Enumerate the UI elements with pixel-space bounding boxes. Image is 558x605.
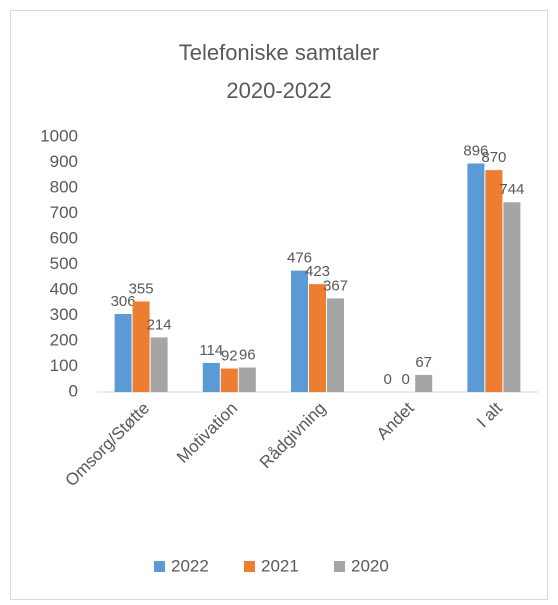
legend-label: 2022 bbox=[171, 556, 209, 575]
bar bbox=[503, 202, 521, 392]
y-tick-label: 100 bbox=[50, 356, 78, 375]
data-label: 367 bbox=[323, 277, 348, 294]
bar bbox=[114, 313, 132, 392]
chart-title: Telefoniske samtaler bbox=[179, 40, 380, 65]
bar bbox=[467, 163, 485, 392]
bar bbox=[132, 301, 150, 392]
bar bbox=[220, 368, 238, 392]
bar bbox=[327, 298, 344, 392]
chart-border bbox=[10, 10, 548, 600]
y-tick-label: 200 bbox=[50, 330, 78, 349]
y-tick-label: 400 bbox=[50, 279, 78, 298]
data-label: 67 bbox=[415, 354, 432, 371]
data-label: 0 bbox=[402, 371, 410, 388]
y-tick-label: 600 bbox=[50, 228, 78, 247]
bar bbox=[291, 270, 308, 392]
data-label: 896 bbox=[463, 142, 488, 159]
data-label: 870 bbox=[481, 149, 506, 166]
bar bbox=[415, 374, 433, 392]
y-tick-label: 900 bbox=[50, 152, 78, 171]
data-label: 0 bbox=[384, 371, 392, 388]
y-tick-label: 300 bbox=[50, 305, 78, 324]
chart-subtitle: 2020-2022 bbox=[226, 78, 331, 103]
data-label: 423 bbox=[305, 263, 330, 280]
legend-swatch bbox=[154, 561, 165, 572]
legend-swatch bbox=[244, 561, 255, 572]
bar bbox=[309, 284, 326, 392]
data-label: 355 bbox=[129, 280, 154, 297]
data-label: 214 bbox=[147, 316, 172, 333]
bar bbox=[485, 170, 503, 392]
bar bbox=[238, 367, 256, 392]
data-label: 744 bbox=[499, 181, 524, 198]
y-tick-label: 0 bbox=[69, 381, 78, 400]
data-label: 306 bbox=[111, 293, 136, 310]
y-tick-label: 1000 bbox=[40, 126, 78, 145]
data-label: 476 bbox=[287, 250, 312, 267]
legend-label: 2021 bbox=[261, 556, 299, 575]
legend-label: 2020 bbox=[351, 556, 389, 575]
data-label: 96 bbox=[239, 346, 256, 363]
data-label: 114 bbox=[199, 342, 223, 359]
y-tick-label: 500 bbox=[50, 254, 78, 273]
y-tick-label: 800 bbox=[50, 177, 78, 196]
bar bbox=[150, 337, 168, 392]
legend-swatch bbox=[334, 561, 345, 572]
bar bbox=[202, 362, 220, 392]
data-label: 92 bbox=[221, 348, 238, 365]
y-tick-label: 700 bbox=[50, 203, 78, 222]
